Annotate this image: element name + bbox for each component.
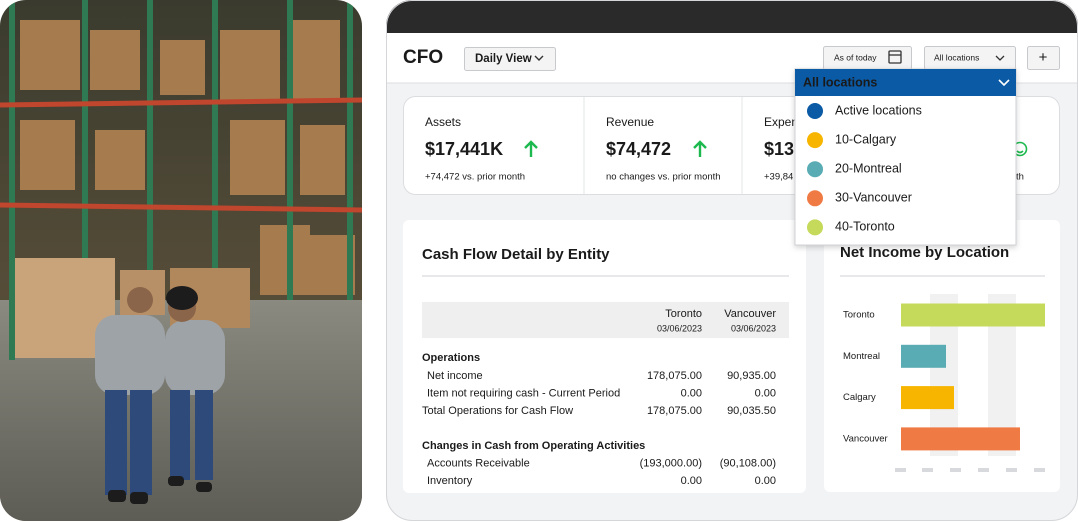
kpi-note: no changes vs. prior month — [606, 172, 721, 183]
cell-value: 178,075.00 — [647, 405, 702, 417]
column-name: Vancouver — [724, 308, 776, 320]
table-header — [422, 302, 789, 338]
view-button[interactable]: Daily View — [464, 47, 556, 71]
column-date: 03/06/2023 — [657, 323, 702, 333]
row-label[interactable]: Accounts Receivable — [427, 457, 530, 469]
date-button-label[interactable]: As of today — [834, 52, 877, 62]
location-option[interactable]: 40-Toronto — [835, 220, 895, 234]
column-name: Toronto — [665, 308, 702, 320]
location-option[interactable]: Active locations — [835, 103, 922, 117]
dropdown-selected[interactable]: All locations — [803, 75, 877, 89]
kpi-note: th — [1016, 172, 1024, 183]
location-dropdown: All locations Active locations 10-Calgary… — [794, 68, 1017, 246]
kpi-value: $13 — [764, 139, 794, 159]
chart-title: Net Income by Location — [840, 244, 1009, 261]
table-title: Cash Flow Detail by Entity — [422, 246, 610, 263]
kpi-note: +74,472 vs. prior month — [425, 172, 525, 183]
kpi-label: Assets — [425, 115, 461, 129]
category-label: Montreal — [843, 351, 880, 362]
category-label: Toronto — [843, 310, 875, 321]
kpi-label: Revenue — [606, 115, 654, 129]
add-button-label[interactable]: + — [1039, 49, 1048, 66]
date-button[interactable]: As of today — [823, 46, 912, 70]
cell-value: 90,035.50 — [727, 405, 776, 417]
cell-value: 0.00 — [681, 387, 702, 399]
row-label[interactable]: Inventory — [427, 475, 473, 487]
row-label[interactable]: Net income — [427, 370, 483, 382]
bar — [901, 344, 946, 368]
cell-value: (193,000.00) — [640, 457, 702, 469]
location-button-label[interactable]: All locations — [934, 52, 979, 62]
location-option[interactable]: 10-Calgary — [835, 132, 897, 146]
location-dot — [807, 132, 823, 149]
category-label: Calgary — [843, 392, 876, 403]
kpi-label: Expen — [764, 115, 798, 129]
row-label[interactable]: Item not requiring cash - Current Period — [427, 387, 620, 399]
add-button[interactable]: + — [1027, 46, 1060, 70]
kpi-value: $17,441K — [425, 139, 503, 159]
table-card — [403, 220, 806, 493]
bar — [901, 303, 1045, 327]
cell-value: 0.00 — [681, 475, 702, 487]
bar — [901, 386, 954, 410]
location-dot — [807, 219, 823, 236]
location-dot — [807, 190, 823, 207]
section-label: Operations — [422, 352, 480, 364]
location-button[interactable]: All locations — [924, 46, 1016, 70]
location-option[interactable]: 30-Vancouver — [835, 191, 912, 205]
cell-value: 90,935.00 — [727, 370, 776, 382]
location-option[interactable]: 20-Montreal — [835, 161, 902, 175]
up-arrow — [693, 140, 707, 157]
cell-value: 0.00 — [755, 475, 776, 487]
section-label: Changes in Cash from Operating Activitie… — [422, 440, 645, 452]
location-dot — [807, 103, 823, 119]
column-date: 03/06/2023 — [731, 323, 776, 333]
cell-value: 178,075.00 — [647, 370, 702, 382]
category-label: Vancouver — [843, 433, 888, 444]
up-arrow — [524, 140, 538, 157]
kpi-note: +39,84 — [764, 172, 793, 183]
location-dot — [807, 161, 823, 178]
row-label: Total Operations for Cash Flow — [422, 405, 573, 417]
view-button-label[interactable]: Daily View — [475, 53, 532, 65]
kpi-value: $74,472 — [606, 139, 671, 159]
warehouse-photo — [0, 0, 362, 521]
app-title: CFO — [403, 47, 443, 68]
cell-value: (90,108.00) — [720, 457, 776, 469]
cell-value: 0.00 — [755, 387, 776, 399]
bar — [901, 427, 1020, 451]
